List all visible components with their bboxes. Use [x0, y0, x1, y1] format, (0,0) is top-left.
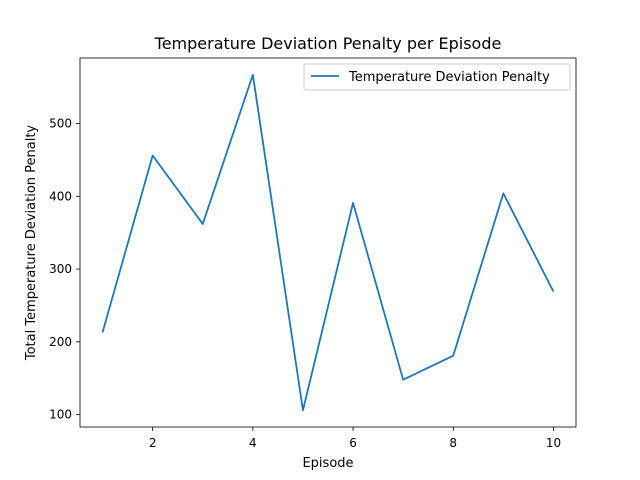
legend-box — [303, 63, 571, 91]
y-tick-label: 100 — [49, 408, 72, 422]
legend-label: Temperature Deviation Penalty — [348, 70, 550, 85]
x-tick-label: 10 — [546, 436, 561, 450]
y-axis-label: Total Temperature Deviation Penalty — [24, 125, 39, 362]
series-group — [101, 73, 555, 412]
x-tick-label: 2 — [149, 436, 157, 450]
x-tick-label: 6 — [349, 436, 357, 450]
y-tick-label: 300 — [49, 262, 72, 276]
x-tick-label: 4 — [249, 436, 257, 450]
legend: Temperature Deviation Penalty — [303, 63, 571, 91]
x-axis-label: Episode — [302, 456, 353, 471]
series-line — [101, 73, 555, 412]
y-tick-label: 500 — [49, 117, 72, 131]
x-axis-ticks: 2 4 6 8 10 — [149, 427, 561, 450]
y-tick-label: 200 — [49, 335, 72, 349]
x-tick-label: 8 — [449, 436, 457, 450]
y-tick-label: 400 — [49, 189, 72, 203]
plot-area — [79, 57, 577, 428]
y-axis-ticks: 100 200 300 400 500 — [49, 117, 80, 422]
chart-title: Temperature Deviation Penalty per Episod… — [154, 34, 502, 53]
